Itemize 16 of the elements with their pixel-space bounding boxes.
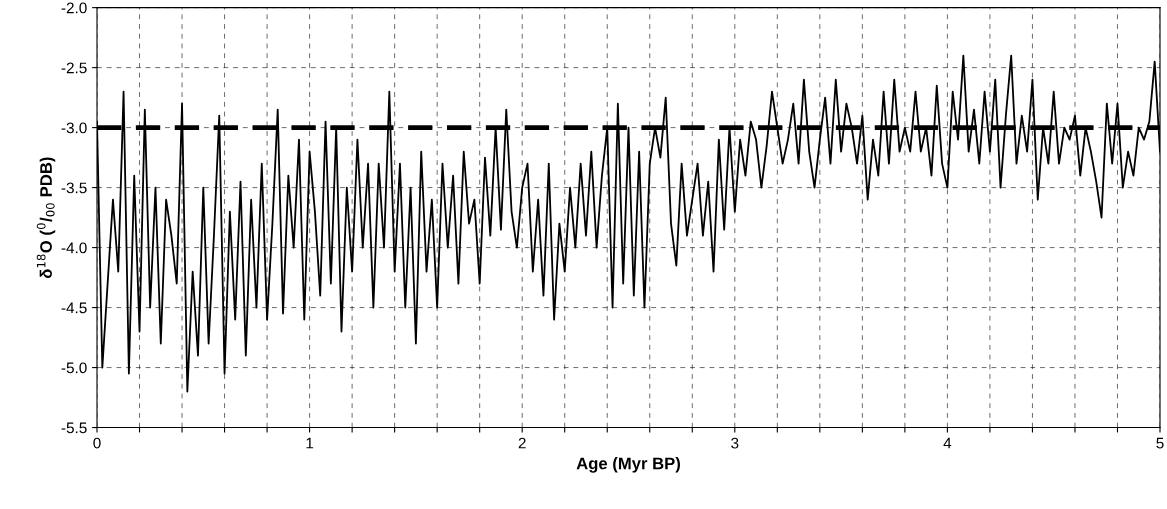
y-tick-label: -5.5	[61, 422, 87, 434]
y-tick-label: -4.0	[61, 242, 87, 254]
y-tick-label: -2.0	[61, 2, 87, 14]
x-tick-label: 1	[306, 437, 314, 449]
y-tick-label: -3.5	[61, 182, 87, 194]
y-tick-label: -5.0	[61, 362, 87, 374]
x-tick-label: 2	[518, 437, 526, 449]
y-axis-title: δ$^{18}$O ($^{0}$/$_{00}$ PDB)	[36, 157, 56, 279]
y-tick-label: -3.0	[61, 122, 87, 134]
x-tick-label: 3	[731, 437, 739, 449]
x-axis-title: Age (Myr BP)	[576, 457, 680, 473]
x-tick-label: 5	[1156, 437, 1164, 449]
x-tick-label: 4	[943, 437, 952, 449]
y-tick-label: -4.5	[61, 302, 87, 314]
x-tick-label: 0	[93, 437, 101, 449]
y-tick-label: -2.5	[61, 62, 87, 74]
